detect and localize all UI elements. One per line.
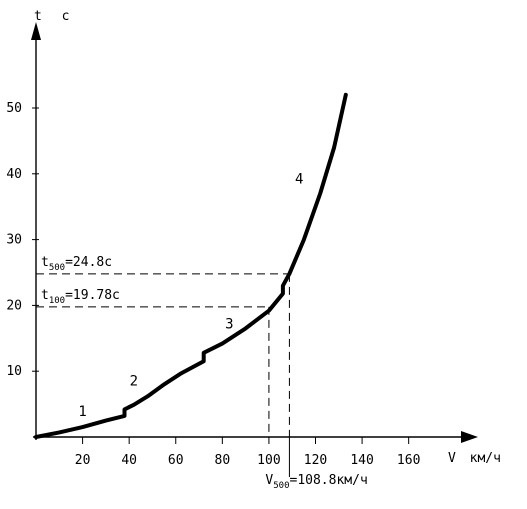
x-axis-arrow — [461, 431, 478, 443]
acceleration-curve-0 — [34, 92, 348, 439]
ref-label-1: t100=19.78с — [41, 288, 120, 306]
x-tick-label-20: 20 — [75, 453, 91, 468]
y-axis-unit: с — [62, 9, 70, 24]
y-tick-label-50: 50 — [6, 101, 22, 116]
curve: 1 2 3 4 — [34, 92, 348, 439]
x-axis-label: V км/ч — [448, 451, 501, 466]
ticks: 20 40 60 80 100 120 140 160 10 20 30 40 50 — [6, 101, 420, 468]
gear-label-3: 3 — [225, 316, 233, 332]
x-axis-symbol: V — [448, 451, 456, 466]
x-axis-unit: км/ч — [470, 451, 501, 466]
gear-label-4: 4 — [295, 172, 303, 188]
x-tick-label-160: 160 — [397, 453, 420, 468]
axes — [31, 22, 478, 443]
ref-label-0: t500=24.8с — [41, 255, 112, 273]
y-axis-label: t с — [34, 9, 69, 24]
gear-label-2: 2 — [130, 374, 138, 390]
x-tick-label-120: 120 — [304, 453, 327, 468]
x-tick-label-80: 80 — [215, 453, 231, 468]
y-axis-symbol: t — [34, 9, 42, 24]
reference-lines: t500=24.8с t100=19.78с V500=108.8км/ч — [36, 255, 368, 491]
y-tick-label-30: 30 — [6, 233, 22, 248]
y-tick-label-40: 40 — [6, 167, 22, 182]
y-tick-label-20: 20 — [6, 298, 22, 313]
v500-label: V500=108.8км/ч — [265, 473, 367, 491]
x-tick-label-100: 100 — [257, 453, 280, 468]
labels: t с V км/ч — [34, 9, 501, 466]
x-tick-label-140: 140 — [350, 453, 373, 468]
y-tick-label-10: 10 — [6, 364, 22, 379]
x-tick-label-60: 60 — [168, 453, 184, 468]
gear-label-1: 1 — [78, 404, 86, 420]
x-tick-label-40: 40 — [121, 453, 137, 468]
y-axis-arrow — [31, 22, 41, 40]
